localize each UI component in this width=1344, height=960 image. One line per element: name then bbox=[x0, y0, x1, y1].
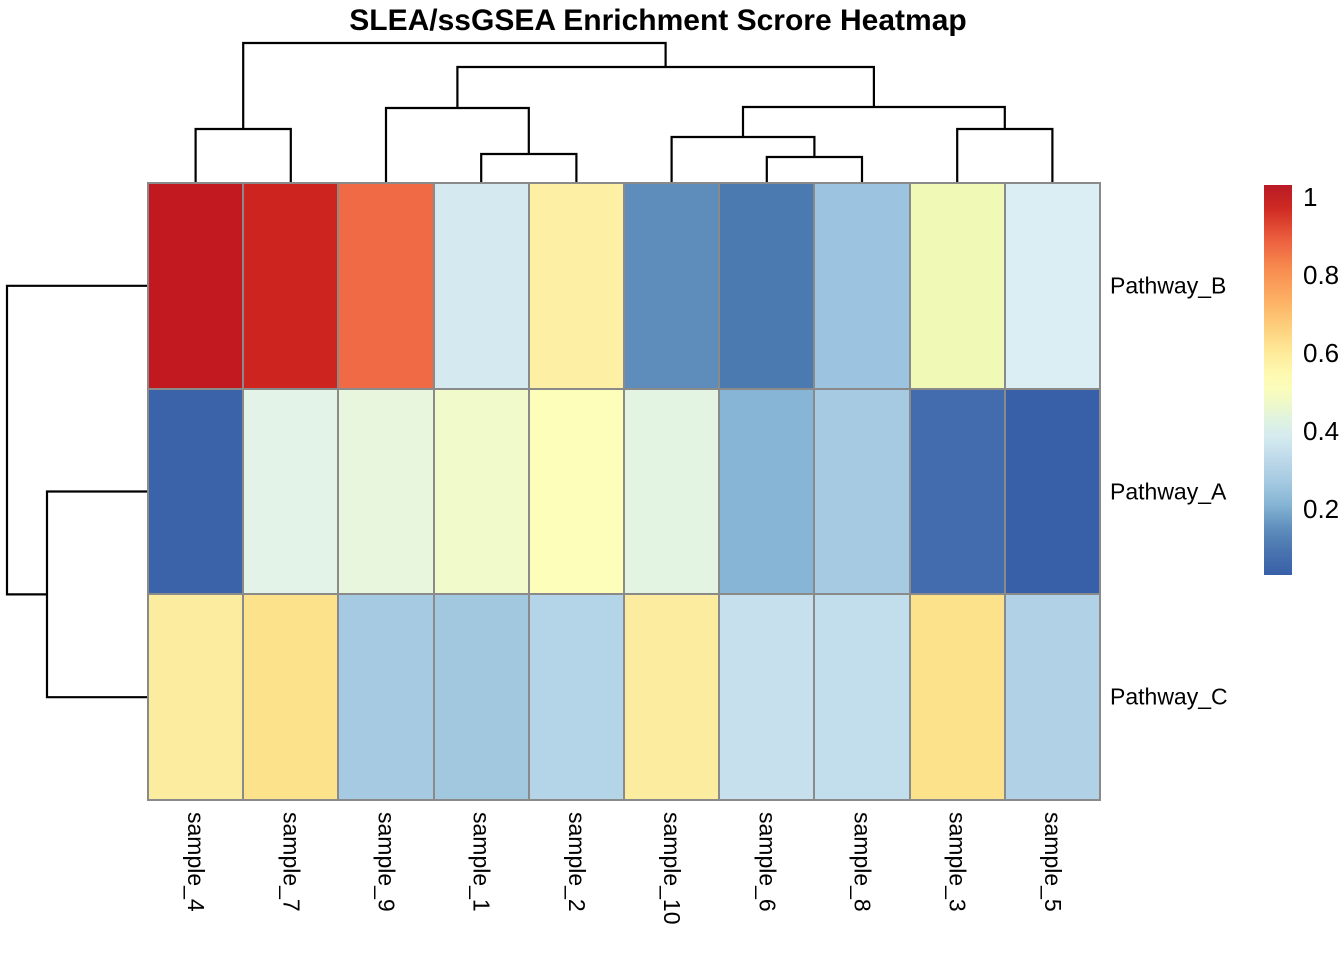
column-label-sample_7: sample_7 bbox=[278, 812, 305, 912]
heatmap-cell-Pathway_B-sample_7 bbox=[243, 183, 339, 389]
heatmap-cell-Pathway_B-sample_4 bbox=[148, 183, 244, 389]
column-label-sample_4: sample_4 bbox=[183, 812, 210, 912]
heatmap-cell-Pathway_B-sample_3 bbox=[909, 183, 1005, 389]
heatmap-cell-Pathway_C-sample_4 bbox=[148, 594, 244, 800]
dendrogram-branch bbox=[956, 127, 1054, 183]
column-label-sample_3: sample_3 bbox=[944, 812, 971, 912]
heatmap-cell-Pathway_A-sample_3 bbox=[909, 388, 1005, 595]
legend-tick-0.6: 0.6 bbox=[1303, 338, 1340, 368]
heatmap-cell-Pathway_A-sample_1 bbox=[433, 388, 529, 595]
chart-title: SLEA/ssGSEA Enrichment Scrore Heatmap bbox=[349, 4, 967, 37]
heatmap-cell-Pathway_C-sample_6 bbox=[719, 594, 815, 800]
heatmap-cell-Pathway_B-sample_2 bbox=[528, 183, 624, 389]
column-label-sample_6: sample_6 bbox=[754, 812, 781, 912]
heatmap-cell-Pathway_C-sample_3 bbox=[909, 594, 1005, 800]
legend-tick-0.8: 0.8 bbox=[1303, 260, 1340, 290]
dendrogram-branch bbox=[45, 490, 148, 699]
dendrogram-branch bbox=[765, 155, 864, 183]
legend-tick-0.2: 0.2 bbox=[1303, 494, 1340, 524]
heatmap-cell-Pathway_C-sample_5 bbox=[1004, 594, 1100, 800]
heatmap-cell-Pathway_A-sample_4 bbox=[148, 388, 244, 595]
heatmap-cell-Pathway_B-sample_1 bbox=[433, 183, 529, 389]
heatmap-cell-Pathway_C-sample_9 bbox=[338, 594, 434, 800]
heatmap-cell-Pathway_B-sample_9 bbox=[338, 183, 434, 389]
dendrogram-branch bbox=[456, 65, 875, 108]
dendrogram-branch bbox=[480, 152, 578, 183]
column-label-sample_9: sample_9 bbox=[373, 812, 400, 912]
heatmap-cell-Pathway_C-sample_10 bbox=[623, 594, 720, 800]
heatmap-cell-Pathway_C-sample_1 bbox=[433, 594, 529, 800]
dendrogram-branch bbox=[741, 105, 1006, 137]
dendrogram-branch bbox=[242, 41, 667, 129]
heatmap-cell-Pathway_C-sample_7 bbox=[243, 594, 339, 800]
colorbar-gradient bbox=[1264, 185, 1292, 575]
heatmap-cell-Pathway_A-sample_8 bbox=[814, 388, 910, 595]
legend-tick-1: 1 bbox=[1303, 182, 1318, 212]
heatmap-cell-Pathway_A-sample_7 bbox=[243, 388, 339, 595]
dendrogram-branch bbox=[670, 135, 816, 183]
row-label-Pathway_A: Pathway_A bbox=[1110, 478, 1227, 504]
heatmap-cell-Pathway_A-sample_5 bbox=[1004, 388, 1100, 595]
heatmap-cell-Pathway_A-sample_2 bbox=[528, 388, 624, 595]
heatmap-cell-Pathway_B-sample_6 bbox=[719, 183, 815, 389]
heatmap-grid bbox=[147, 182, 1101, 801]
heatmap-cell-Pathway_A-sample_10 bbox=[623, 388, 720, 595]
heatmap-cell-Pathway_B-sample_8 bbox=[814, 183, 910, 389]
dendrogram-branch bbox=[194, 127, 292, 183]
column-label-sample_8: sample_8 bbox=[849, 812, 876, 912]
heatmap-cell-Pathway_C-sample_8 bbox=[814, 594, 910, 800]
dendrogram-branch bbox=[5, 284, 148, 596]
heatmap-cell-Pathway_A-sample_6 bbox=[719, 388, 815, 595]
column-label-sample_5: sample_5 bbox=[1039, 812, 1066, 912]
column-label-sample_1: sample_1 bbox=[468, 812, 495, 912]
legend-tick-0.4: 0.4 bbox=[1303, 416, 1340, 446]
column-label-sample_10: sample_10 bbox=[659, 812, 686, 925]
heatmap-cell-Pathway_B-sample_5 bbox=[1004, 183, 1100, 389]
heatmap-cell-Pathway_B-sample_10 bbox=[623, 183, 720, 389]
dendrogram-branch bbox=[384, 106, 530, 183]
row-label-Pathway_B: Pathway_B bbox=[1110, 272, 1227, 299]
heatmap-cell-Pathway_A-sample_9 bbox=[338, 388, 434, 595]
heatmap-cell-Pathway_C-sample_2 bbox=[528, 594, 624, 800]
column-label-sample_2: sample_2 bbox=[563, 812, 590, 912]
row-label-Pathway_C: Pathway_C bbox=[1110, 683, 1228, 710]
